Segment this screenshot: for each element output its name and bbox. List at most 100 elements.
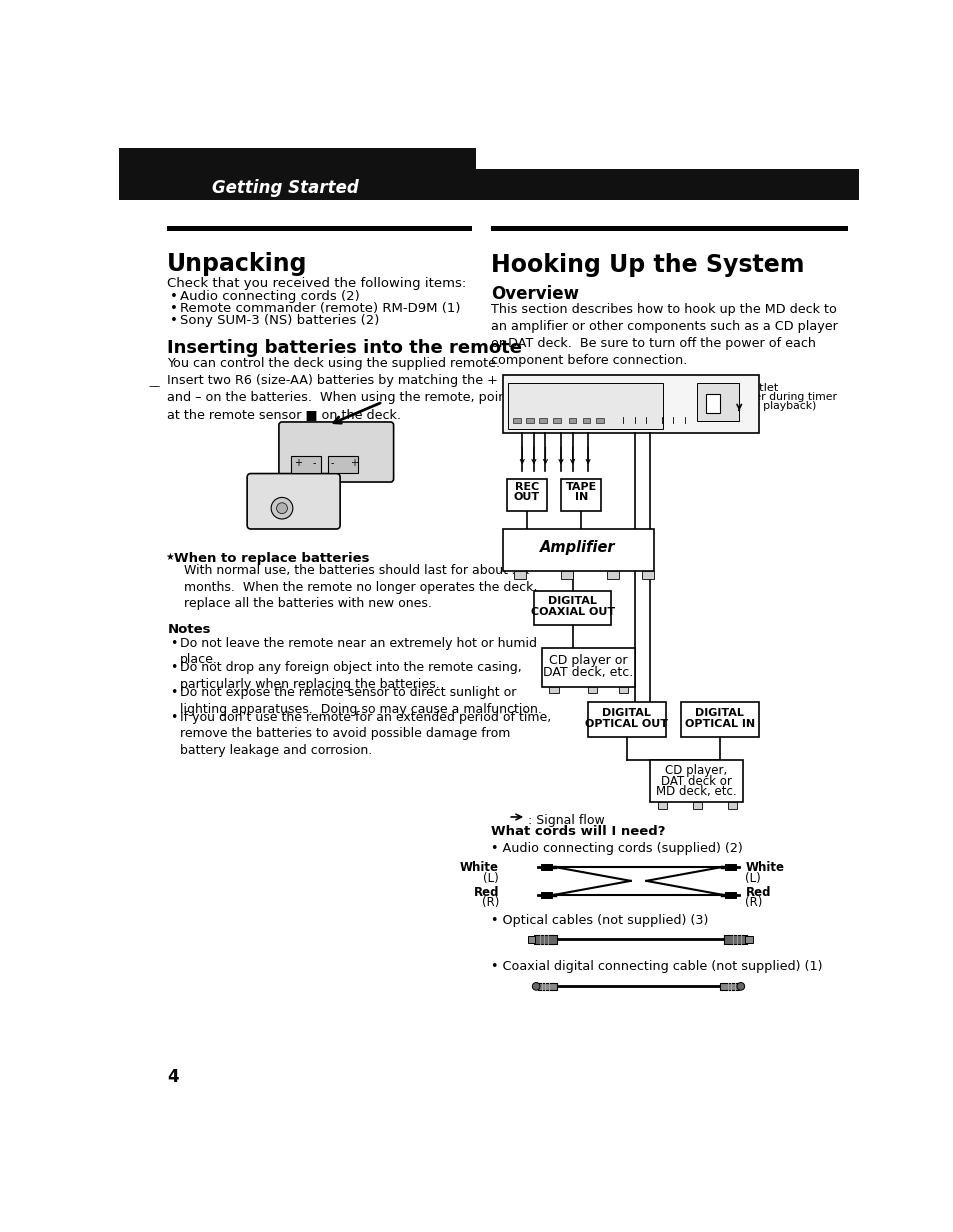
Bar <box>641 572 654 579</box>
Text: (or to a timer during timer: (or to a timer during timer <box>692 392 836 402</box>
Text: When to replace batteries: When to replace batteries <box>174 552 370 565</box>
Bar <box>506 479 546 511</box>
Bar <box>513 418 520 424</box>
Bar <box>618 687 628 692</box>
Text: •: • <box>171 662 177 674</box>
Bar <box>167 227 472 230</box>
Bar <box>541 648 634 686</box>
Text: to a wall outlet: to a wall outlet <box>692 383 778 393</box>
Text: TAPE: TAPE <box>565 482 597 492</box>
Bar <box>537 983 557 991</box>
Bar <box>534 935 557 944</box>
Bar <box>553 418 560 424</box>
Text: Unpacking: Unpacking <box>167 251 308 276</box>
Text: +: + <box>294 458 301 468</box>
Text: REC: REC <box>515 482 538 492</box>
Text: • Optical cables (not supplied) (3): • Optical cables (not supplied) (3) <box>491 914 708 926</box>
Text: (L): (L) <box>744 872 760 885</box>
Bar <box>549 687 558 692</box>
Bar <box>696 383 739 421</box>
Bar <box>744 935 753 944</box>
Text: Getting Started: Getting Started <box>212 179 358 197</box>
Text: OPTICAL OUT: OPTICAL OUT <box>585 719 668 729</box>
Text: —: — <box>149 382 160 392</box>
Text: •: • <box>171 686 177 699</box>
Bar <box>491 227 847 230</box>
Bar <box>658 802 666 808</box>
Bar <box>596 418 603 424</box>
Text: Do not drop any foreign object into the remote casing,
particularly when replaci: Do not drop any foreign object into the … <box>179 662 521 691</box>
Text: DIGITAL: DIGITAL <box>695 708 743 718</box>
Circle shape <box>276 503 287 514</box>
Text: ★: ★ <box>166 552 174 562</box>
Text: Do not leave the remote near an extremely hot or humid
place.: Do not leave the remote near an extremel… <box>179 637 537 667</box>
Text: (R): (R) <box>481 897 498 909</box>
Text: Do not expose the remote sensor to direct sunlight or
lighting apparatuses.  Doi: Do not expose the remote sensor to direc… <box>179 686 541 716</box>
Bar <box>527 935 535 944</box>
Text: This section describes how to hook up the MD deck to
an amplifier or other compo: This section describes how to hook up th… <box>491 303 838 367</box>
Text: Red: Red <box>473 886 498 898</box>
Text: 4: 4 <box>167 1068 179 1085</box>
Bar <box>568 418 576 424</box>
Bar <box>534 590 611 625</box>
Text: recording or playback): recording or playback) <box>692 402 815 411</box>
Text: DIGITAL: DIGITAL <box>548 596 597 606</box>
Text: Overview: Overview <box>491 285 578 303</box>
Text: -: - <box>313 458 316 468</box>
Text: Check that you received the following items:: Check that you received the following it… <box>167 277 466 291</box>
Text: White: White <box>744 861 783 873</box>
Bar <box>560 479 600 511</box>
Text: OPTICAL IN: OPTICAL IN <box>684 719 754 729</box>
Bar <box>560 572 572 579</box>
Bar <box>119 148 858 200</box>
Text: •: • <box>171 302 178 315</box>
Bar <box>525 418 534 424</box>
Bar <box>587 702 665 737</box>
Text: •: • <box>171 711 177 723</box>
Bar <box>705 394 720 414</box>
Text: With normal use, the batteries should last for about six
months.  When the remot: With normal use, the batteries should la… <box>184 564 537 610</box>
FancyBboxPatch shape <box>278 421 394 482</box>
Text: •: • <box>171 314 178 328</box>
Bar <box>720 983 739 991</box>
Bar <box>538 418 546 424</box>
Bar <box>476 148 858 169</box>
Bar <box>649 760 742 802</box>
Text: DIGITAL: DIGITAL <box>601 708 651 718</box>
Text: MD deck, etc.: MD deck, etc. <box>656 786 736 798</box>
Text: Remote commander (remote) RM-D9M (1): Remote commander (remote) RM-D9M (1) <box>179 302 459 315</box>
Bar <box>723 935 746 944</box>
Text: +: + <box>350 458 357 468</box>
Bar <box>680 702 758 737</box>
Text: • Coaxial digital connecting cable (not supplied) (1): • Coaxial digital connecting cable (not … <box>491 960 821 973</box>
Text: Hooking Up the System: Hooking Up the System <box>491 254 804 277</box>
Text: -: - <box>331 458 334 468</box>
Circle shape <box>736 983 744 991</box>
Text: You can control the deck using the supplied remote.
Insert two R6 (size-AA) batt: You can control the deck using the suppl… <box>167 357 524 421</box>
Bar <box>502 529 654 572</box>
Bar <box>607 572 618 579</box>
Text: Amplifier: Amplifier <box>539 540 616 556</box>
Text: What cords will I need?: What cords will I need? <box>491 825 665 839</box>
Text: White: White <box>459 861 498 873</box>
Text: CD player or: CD player or <box>548 654 627 667</box>
Text: If you don’t use the remote for an extended period of time,
remove the batteries: If you don’t use the remote for an exten… <box>179 711 551 756</box>
Bar <box>582 418 590 424</box>
Text: : Signal flow: : Signal flow <box>528 814 604 827</box>
Text: Sony SUM-3 (NS) batteries (2): Sony SUM-3 (NS) batteries (2) <box>179 314 378 328</box>
Text: OUT: OUT <box>514 493 539 503</box>
Text: Inserting batteries into the remote: Inserting batteries into the remote <box>167 339 521 357</box>
Text: (L): (L) <box>483 872 498 885</box>
Text: Red: Red <box>744 886 770 898</box>
Bar <box>291 456 320 473</box>
Text: DAT deck or: DAT deck or <box>660 775 731 787</box>
Bar <box>692 802 701 808</box>
Text: CD player,: CD player, <box>665 764 727 777</box>
Circle shape <box>532 983 539 991</box>
Text: •: • <box>171 637 177 649</box>
Bar <box>587 687 597 692</box>
Text: DAT deck, etc.: DAT deck, etc. <box>542 667 633 679</box>
FancyBboxPatch shape <box>247 473 340 529</box>
Text: COAXIAL OUT: COAXIAL OUT <box>530 607 614 617</box>
Text: IN: IN <box>574 493 587 503</box>
